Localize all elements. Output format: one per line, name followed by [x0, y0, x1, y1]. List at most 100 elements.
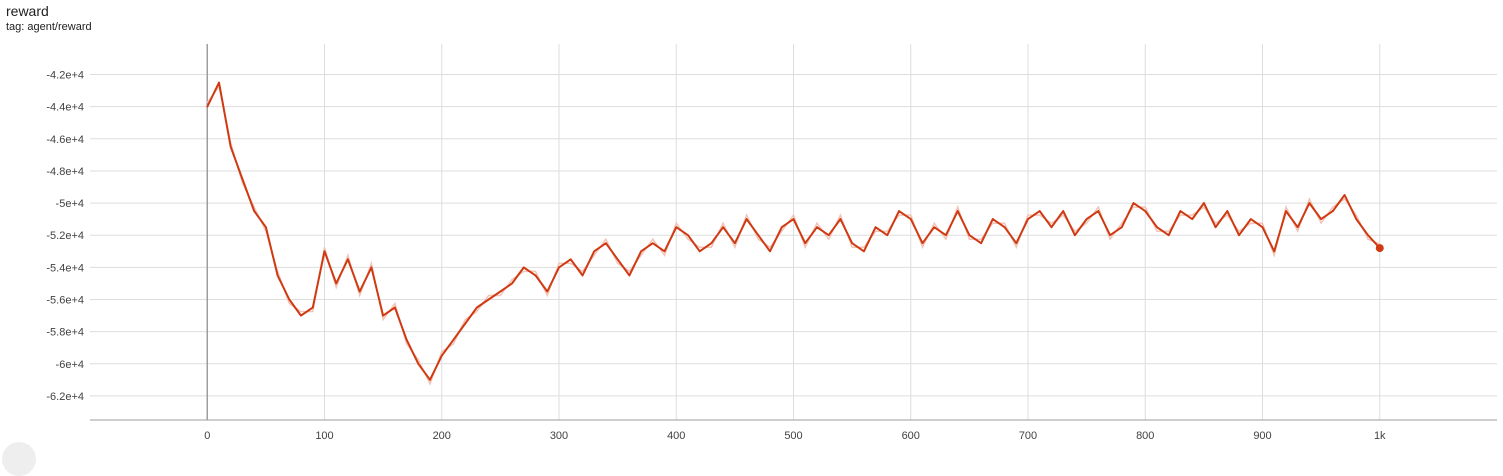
chart-expand-button[interactable]: [2, 442, 36, 476]
data-point: [1074, 234, 1076, 237]
data-point: [1121, 226, 1123, 228]
data-point: [1238, 234, 1240, 237]
data-point: [358, 290, 361, 293]
data-point: [722, 226, 724, 228]
x-tick-label: 300: [550, 430, 568, 442]
data-point: [687, 234, 689, 237]
data-point: [265, 226, 267, 228]
data-point: [1308, 202, 1311, 204]
x-tick-label: 900: [1253, 430, 1271, 442]
data-point: [605, 242, 607, 245]
chart-title: reward: [6, 3, 49, 19]
data-point: [921, 242, 924, 245]
data-point: [288, 298, 291, 301]
data-point: [710, 242, 713, 245]
data-point: [593, 250, 595, 253]
data-point: [757, 234, 760, 237]
data-point: [546, 290, 549, 293]
data-point: [206, 105, 209, 108]
data-point: [534, 274, 537, 277]
data-point: [769, 250, 771, 253]
data-point: [241, 178, 244, 180]
tick-label-layer: -4.2e+4 -4.4e+4 -4.6e+4 -4.8e+4 -5e+4 -5.2e+4…: [46, 70, 1386, 442]
data-point: [652, 242, 654, 245]
data-point: [1109, 234, 1111, 237]
data-point: [698, 250, 701, 253]
data-point: [616, 258, 619, 261]
data-point: [487, 298, 490, 301]
data-point: [1367, 234, 1369, 237]
y-tick-label: -4.2e+4: [46, 70, 84, 82]
data-point: [874, 226, 877, 228]
y-tick-label: -5.4e+4: [46, 262, 84, 274]
data-point: [1038, 210, 1041, 212]
data-point: [476, 306, 478, 309]
x-tick-label: 500: [784, 430, 802, 442]
data-point: [499, 290, 502, 293]
y-tick-label: -6.2e+4: [46, 391, 84, 403]
data-point: [734, 242, 736, 245]
data-point: [886, 234, 889, 237]
data-point: [569, 258, 572, 261]
x-tick-label: 0: [204, 430, 210, 442]
data-point: [1062, 210, 1064, 212]
data-point: [511, 282, 513, 285]
data-point: [382, 314, 384, 317]
x-tick-label: 400: [667, 430, 685, 442]
data-point: [792, 218, 795, 220]
data-point: [1285, 210, 1287, 212]
data-point: [992, 218, 994, 220]
data-point: [1332, 210, 1334, 212]
reward-chart[interactable]: -4.2e+4 -4.4e+4 -4.6e+4 -4.8e+4 -5e+4 -5.2e+4…: [0, 0, 1503, 449]
data-point: [1343, 194, 1346, 196]
data-point: [1097, 210, 1100, 212]
data-point: [218, 81, 220, 84]
y-tick-label: -5.8e+4: [46, 327, 84, 339]
data-point: [863, 250, 865, 253]
data-point: [311, 306, 314, 309]
data-point: [558, 266, 560, 269]
data-point: [663, 250, 666, 253]
data-point: [1261, 226, 1264, 228]
data-point: [1050, 226, 1053, 228]
data-point: [827, 234, 830, 237]
data-point: [816, 226, 818, 228]
data-point: [405, 338, 408, 341]
x-tick-label: 200: [433, 430, 451, 442]
data-point: [523, 266, 525, 269]
chart-tag: tag: agent/reward: [6, 21, 92, 33]
data-point: [1273, 250, 1276, 253]
data-point: [1167, 234, 1170, 237]
data-point: [370, 266, 373, 269]
data-point: [452, 338, 455, 341]
data-point: [980, 242, 982, 245]
data-point: [300, 314, 302, 317]
data-point: [1132, 202, 1135, 204]
data-point: [909, 218, 912, 220]
data-point: [335, 282, 338, 285]
data-point: [323, 250, 326, 253]
y-tick-label: -5e+4: [56, 198, 84, 210]
y-tick-label: -4.8e+4: [46, 166, 84, 178]
data-point: [968, 234, 971, 237]
data-point: [417, 362, 420, 365]
data-point: [1015, 242, 1018, 245]
grid-layer: [90, 44, 1497, 420]
data-point: [347, 258, 349, 261]
data-point: [851, 242, 853, 245]
data-point: [1003, 226, 1006, 228]
y-tick-label: -5.2e+4: [46, 230, 84, 242]
data-point: [429, 379, 431, 381]
data-point: [839, 218, 842, 220]
x-tick-label: 1k: [1374, 430, 1386, 442]
x-tick-label: 600: [902, 430, 920, 442]
y-tick-label: -4.4e+4: [46, 102, 84, 114]
data-point: [640, 250, 642, 253]
data-point: [1249, 218, 1252, 220]
data-point: [945, 234, 947, 237]
data-point: [253, 210, 255, 212]
data-point: [675, 226, 678, 228]
data-point: [1179, 210, 1182, 212]
y-tick-label: -4.6e+4: [46, 134, 84, 146]
data-point: [394, 306, 396, 309]
